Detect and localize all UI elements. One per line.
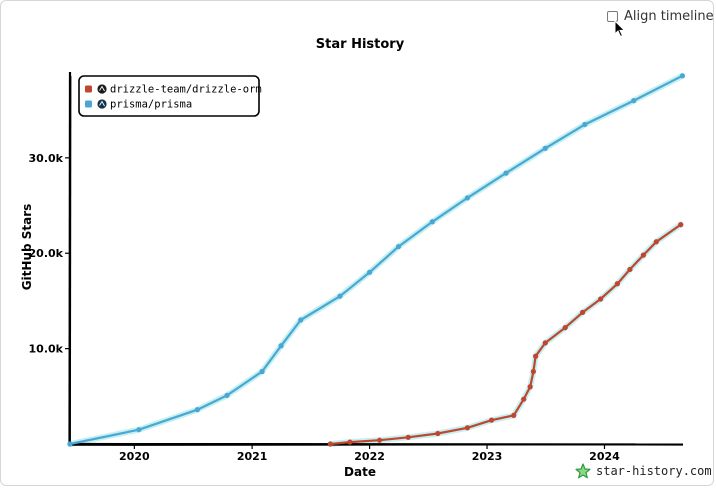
data-point-prisma-0	[67, 441, 73, 447]
y-tick-label-20.0k: 20.0k	[29, 247, 64, 260]
data-point-drizzle-15	[598, 296, 604, 302]
y-tick-label-30.0k: 30.0k	[29, 152, 64, 165]
data-point-prisma-10	[429, 219, 435, 225]
data-point-prisma-8	[366, 269, 373, 275]
legend-avatar-mark-prisma	[99, 100, 105, 107]
data-point-drizzle-0	[327, 441, 333, 447]
data-point-prisma-7	[337, 293, 343, 299]
brand-label: star-history.com	[596, 464, 712, 478]
data-point-prisma-9	[395, 243, 402, 250]
data-point-drizzle-9	[527, 384, 533, 390]
data-point-prisma-5	[278, 343, 284, 349]
y-axis-label: GitHub Stars	[20, 204, 34, 291]
data-point-prisma-1	[136, 427, 142, 433]
x-axis-line	[67, 442, 684, 446]
x-axis-line-sketch	[71, 444, 681, 446]
legend-avatar-circle-drizzle	[97, 84, 107, 94]
align-timeline-label: Align timeline	[624, 9, 714, 24]
data-point-prisma-16	[679, 73, 685, 79]
data-point-drizzle-8	[521, 396, 527, 402]
x-axis-label: Date	[344, 465, 376, 479]
data-point-drizzle-17	[627, 266, 633, 273]
star-history-brand[interactable]: star-history.com	[575, 463, 712, 479]
data-point-drizzle-20	[678, 222, 684, 228]
line-halo-layer	[67, 72, 686, 447]
data-point-drizzle-6	[488, 417, 495, 423]
series-halo-prisma	[67, 72, 686, 447]
x-tick-label-2023: 2023	[472, 450, 503, 463]
data-point-drizzle-4	[435, 430, 441, 437]
data-point-drizzle-10	[530, 368, 536, 375]
x-tick-label-2022: 2022	[354, 450, 385, 463]
x-tick-label-2020: 2020	[119, 450, 150, 463]
chart-title: Star History	[316, 37, 405, 52]
legend: drizzle-team/drizzle-orm prisma/prisma	[78, 75, 262, 117]
legend-swatch-drizzle	[85, 85, 92, 93]
legend-swatch-prisma	[85, 100, 92, 108]
series-layer	[67, 73, 685, 447]
data-point-prisma-3	[224, 392, 230, 398]
legend-label-prisma: prisma/prisma	[110, 99, 192, 111]
legend-label-drizzle: drizzle-team/drizzle-orm	[110, 84, 262, 96]
mouse-pointer-icon	[614, 20, 626, 38]
text-layer: Star History Date GitHub Stars 2020 2021 2022…	[20, 37, 620, 479]
data-point-drizzle-2	[376, 437, 383, 443]
axes-layer	[65, 71, 684, 449]
data-point-prisma-2	[194, 407, 201, 413]
data-point-prisma-14	[582, 121, 588, 128]
legend-box	[78, 75, 260, 117]
y-axis-line	[68, 71, 72, 447]
legend-avatar-drizzle-icon	[97, 84, 107, 94]
y-tick-label-10.0k: 10.0k	[29, 343, 64, 356]
align-timeline-checkbox[interactable]	[607, 11, 618, 22]
data-point-drizzle-5	[464, 425, 471, 431]
star-icon	[575, 463, 591, 479]
y-axis-line-sketch	[70, 75, 72, 445]
data-point-drizzle-11	[533, 353, 539, 359]
data-point-drizzle-3	[405, 434, 411, 440]
data-point-prisma-11	[464, 195, 471, 201]
data-point-drizzle-13	[562, 325, 568, 331]
data-point-drizzle-16	[614, 281, 620, 287]
legend-avatar-mark-drizzle	[99, 85, 105, 92]
x-tick-label-2021: 2021	[237, 450, 268, 463]
data-point-prisma-12	[503, 170, 509, 176]
data-point-drizzle-12	[542, 340, 548, 346]
data-point-prisma-4	[259, 368, 265, 375]
series-line-prisma	[68, 74, 684, 446]
data-point-drizzle-18	[640, 252, 647, 258]
legend-avatar-circle-prisma	[97, 99, 107, 109]
data-point-prisma-13	[542, 145, 548, 151]
x-tick-label-2024: 2024	[589, 450, 620, 463]
data-point-prisma-15	[631, 98, 637, 104]
data-point-drizzle-7	[511, 412, 517, 418]
data-point-drizzle-14	[580, 309, 586, 315]
data-point-drizzle-1	[347, 439, 353, 445]
legend-avatar-prisma-icon	[97, 99, 107, 109]
data-point-drizzle-19	[653, 239, 659, 245]
data-point-prisma-6	[298, 317, 304, 323]
align-timeline-toggle[interactable]: Align timeline	[607, 9, 714, 24]
